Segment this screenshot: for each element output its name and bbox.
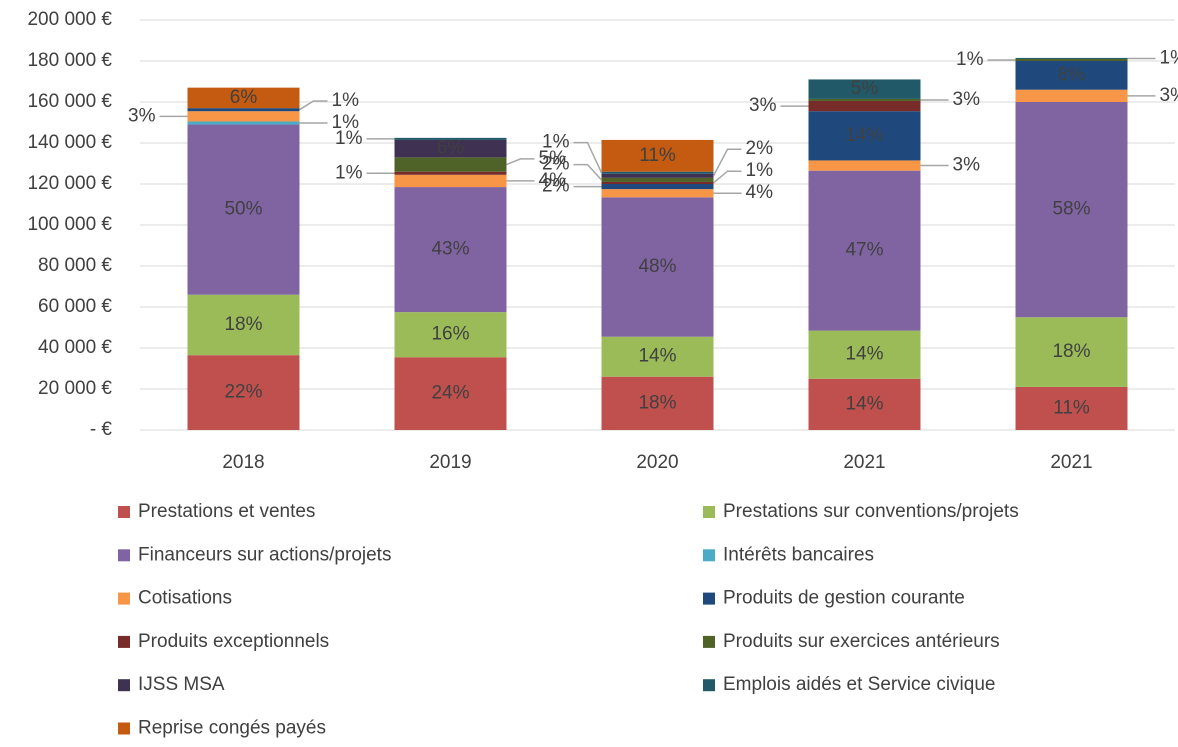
bar-segment <box>602 172 714 174</box>
x-tick-label: 2018 <box>222 452 264 473</box>
data-label: 22% <box>224 382 262 403</box>
bar-segment <box>395 172 507 175</box>
data-label: 6% <box>230 87 258 108</box>
legend-swatch <box>703 593 715 605</box>
data-label: 3% <box>749 95 777 116</box>
data-label: 14% <box>845 344 883 365</box>
y-tick-label: 120 000 € <box>27 173 112 194</box>
leader-line <box>574 165 602 180</box>
legend-swatch <box>118 636 130 648</box>
data-label: 1% <box>542 132 570 153</box>
y-tick-label: 60 000 € <box>38 296 112 317</box>
data-label: 1% <box>1160 47 1178 68</box>
data-label: 3% <box>953 155 981 176</box>
data-label: 18% <box>638 392 676 413</box>
data-label: 11% <box>639 145 676 166</box>
data-label: 24% <box>431 383 469 404</box>
y-tick-label: 200 000 € <box>27 9 112 30</box>
legend-label: Cotisations <box>138 588 232 609</box>
legend-swatch <box>118 549 130 561</box>
bar-segment <box>602 189 714 197</box>
y-tick-label: 160 000 € <box>27 91 112 112</box>
bar-segment <box>188 111 300 121</box>
y-tick-label: 40 000 € <box>38 337 112 358</box>
legend-swatch <box>703 679 715 691</box>
legend-label: Prestations et ventes <box>138 501 315 522</box>
y-tick-label: - € <box>90 419 113 440</box>
x-tick-label: 2021 <box>1050 452 1092 473</box>
leader-line <box>714 171 742 183</box>
data-label: 1% <box>335 162 363 183</box>
bar-segment <box>602 174 714 178</box>
data-label: 3% <box>128 105 156 126</box>
bar-segment <box>188 108 300 111</box>
bar-segment <box>809 160 921 170</box>
data-label: 50% <box>224 199 262 220</box>
legend-swatch <box>118 506 130 518</box>
legend-label: Emplois aidés et Service civique <box>723 674 995 695</box>
data-label: 48% <box>638 256 676 277</box>
data-label: 11% <box>1053 397 1090 418</box>
bar-segment <box>602 184 714 189</box>
legend-label: Produits sur exercices antérieurs <box>723 631 1000 652</box>
data-label: 5% <box>851 78 879 99</box>
data-label: 58% <box>1052 199 1090 220</box>
legend-swatch <box>118 679 130 691</box>
data-label: 2% <box>542 154 570 175</box>
data-label: 18% <box>1052 341 1090 362</box>
bar-segment <box>188 121 300 124</box>
bar-segment <box>1016 58 1128 59</box>
data-label: 16% <box>431 324 469 345</box>
legend-label: Produits exceptionnels <box>138 631 329 652</box>
data-label: 14% <box>638 346 676 367</box>
data-label: 2% <box>542 176 570 197</box>
data-label: 4% <box>746 182 774 203</box>
data-label: 3% <box>1160 85 1178 106</box>
bar-segment <box>395 138 507 140</box>
y-tick-label: 80 000 € <box>38 255 112 276</box>
data-label: 43% <box>431 239 469 260</box>
legend-label: Intérêts bancaires <box>723 544 874 565</box>
bar-segment <box>1016 59 1128 61</box>
legend-label: IJSS MSA <box>138 674 225 695</box>
x-tick-label: 2020 <box>636 452 678 473</box>
legend-label: Produits de gestion courante <box>723 588 965 609</box>
data-label: 1% <box>335 128 363 149</box>
data-label: 2% <box>746 138 774 159</box>
data-label: 1% <box>332 90 360 111</box>
bar-segment <box>809 99 921 101</box>
legend-label: Financeurs sur actions/projets <box>138 544 391 565</box>
data-label: 1% <box>746 160 774 181</box>
legend-swatch <box>118 723 130 735</box>
data-label: 18% <box>224 314 262 335</box>
y-tick-label: 180 000 € <box>27 50 112 71</box>
bar-segment <box>602 182 714 184</box>
data-label: 47% <box>845 240 883 261</box>
data-label: 1% <box>956 49 984 70</box>
x-tick-label: 2019 <box>429 452 471 473</box>
x-tick-label: 2021 <box>843 452 885 473</box>
bar-segment <box>809 101 921 111</box>
y-tick-label: 140 000 € <box>27 132 112 153</box>
legend-swatch <box>118 593 130 605</box>
data-label: 8% <box>1058 64 1086 85</box>
leader-line <box>574 143 602 173</box>
data-label: 3% <box>953 89 981 110</box>
bar-segment <box>395 175 507 187</box>
legend-swatch <box>703 506 715 518</box>
bar-segment <box>1016 90 1128 102</box>
bar-segment <box>602 178 714 182</box>
y-tick-label: 20 000 € <box>38 378 112 399</box>
legend-swatch <box>703 636 715 648</box>
leader-line <box>507 159 535 165</box>
legend-label: Reprise congés payés <box>138 718 326 739</box>
y-tick-label: 100 000 € <box>27 214 112 235</box>
data-label: 14% <box>845 125 883 146</box>
legend-label: Prestations sur conventions/projets <box>723 501 1019 522</box>
bar-segment <box>395 157 507 171</box>
data-label: 6% <box>437 138 465 159</box>
legend-swatch <box>703 549 715 561</box>
data-label: 14% <box>845 393 883 414</box>
